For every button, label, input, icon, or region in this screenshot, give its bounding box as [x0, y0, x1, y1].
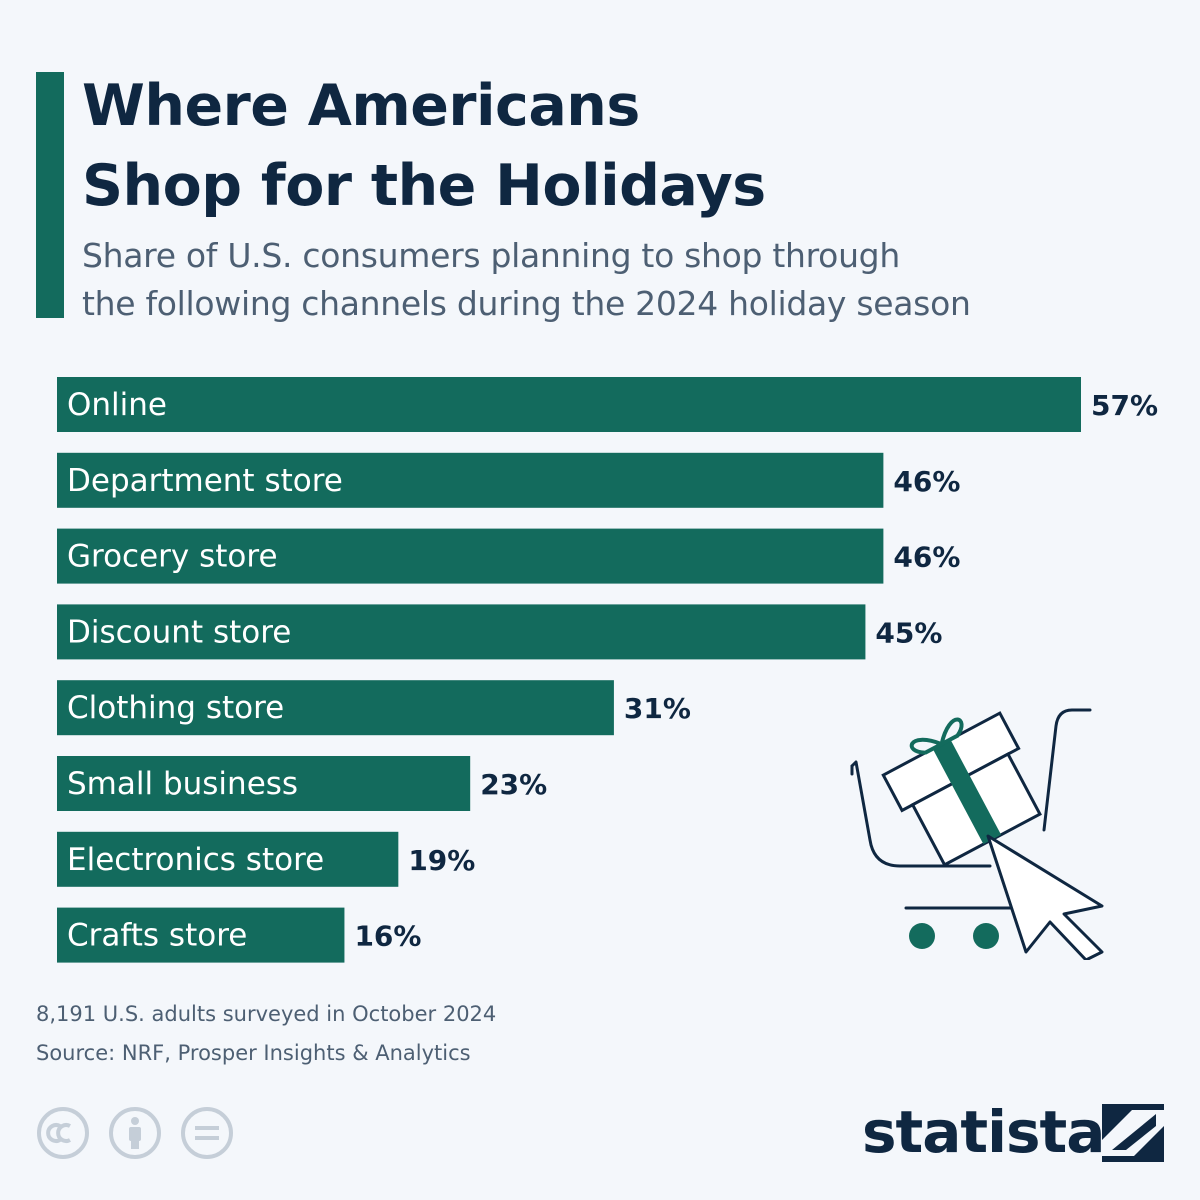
bar-6: [57, 831, 399, 887]
no-derivatives-icon[interactable]: [181, 1107, 233, 1159]
attribution-icon[interactable]: [109, 1107, 161, 1159]
bar-1: [57, 452, 884, 508]
license-icons: [37, 1107, 233, 1159]
bar-value-label: 23%: [480, 768, 547, 801]
bar-3: [57, 604, 866, 660]
bar-7: [57, 907, 345, 963]
bar-category-label: Grocery store: [67, 539, 278, 575]
bar-category-label: Discount store: [67, 614, 291, 650]
bar-chart: Online 57% Department store 46% Grocery stor…: [57, 377, 1158, 963]
bar-value-label: 16%: [354, 920, 421, 953]
shopping-cart-gift-cursor-icon: [850, 708, 1104, 960]
bar-0: [57, 377, 1081, 432]
bar-category-label: Electronics store: [67, 842, 324, 878]
bar-value-label: 45%: [875, 616, 942, 649]
title-accent-bar: [36, 72, 64, 318]
bar-value-label: 57%: [1091, 389, 1158, 422]
chart-title: Where Americans Shop for the Holidays: [82, 66, 766, 226]
bar-value-label: 19%: [408, 844, 475, 877]
bar-5: [57, 756, 471, 811]
subtitle-line-2: the following channels during the 2024 h…: [82, 284, 971, 323]
chart-subtitle: Share of U.S. consumers planning to shop…: [82, 232, 971, 328]
source-note: Source: NRF, Prosper Insights & Analytic…: [36, 1041, 471, 1065]
bar-category-label: Crafts store: [67, 918, 247, 954]
bar-2: [57, 528, 884, 584]
cc-icon[interactable]: [37, 1107, 89, 1159]
title-line-1: Where Americans: [82, 73, 640, 139]
survey-note: 8,191 U.S. adults surveyed in October 20…: [36, 1002, 497, 1026]
statista-logo-text: statista: [862, 1098, 1105, 1166]
bar-value-label: 46%: [893, 465, 960, 498]
statista-logo-icon: [1102, 1104, 1164, 1162]
bar-category-label: Small business: [67, 766, 298, 802]
subtitle-line-1: Share of U.S. consumers planning to shop…: [82, 236, 900, 275]
bar-4: [57, 680, 614, 736]
bar-category-label: Clothing store: [67, 690, 284, 726]
title-line-2: Shop for the Holidays: [82, 153, 766, 219]
bar-category-label: Online: [67, 387, 167, 423]
bar-value-label: 46%: [893, 541, 960, 574]
bar-value-label: 31%: [624, 692, 691, 725]
bar-category-label: Department store: [67, 463, 343, 499]
